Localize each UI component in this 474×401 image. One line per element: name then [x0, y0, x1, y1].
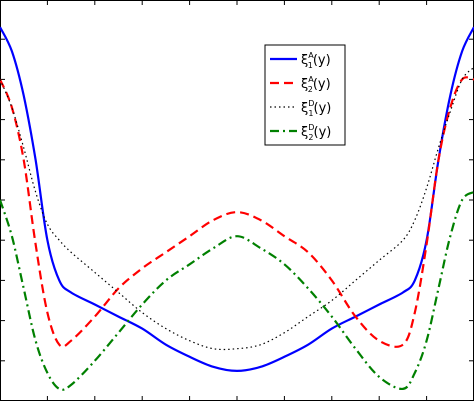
series-line-1 — [0, 26, 474, 372]
legend-label-1: ξA 1(y) — [301, 51, 331, 70]
legend-label-4: ξD 2(y) — [301, 123, 331, 142]
series-line-2 — [0, 76, 474, 348]
series-layer — [0, 26, 474, 391]
series-line-4 — [0, 190, 474, 391]
legend-label-3: ξD 1(y) — [301, 99, 331, 118]
legend-label-2: ξA 2(y) — [301, 75, 331, 94]
legend: ξA 1(y) ξA 2(y) ξD 1(y) ξD 2(y) — [264, 44, 346, 146]
legend-box — [264, 44, 346, 146]
series-line-3 — [0, 66, 474, 351]
